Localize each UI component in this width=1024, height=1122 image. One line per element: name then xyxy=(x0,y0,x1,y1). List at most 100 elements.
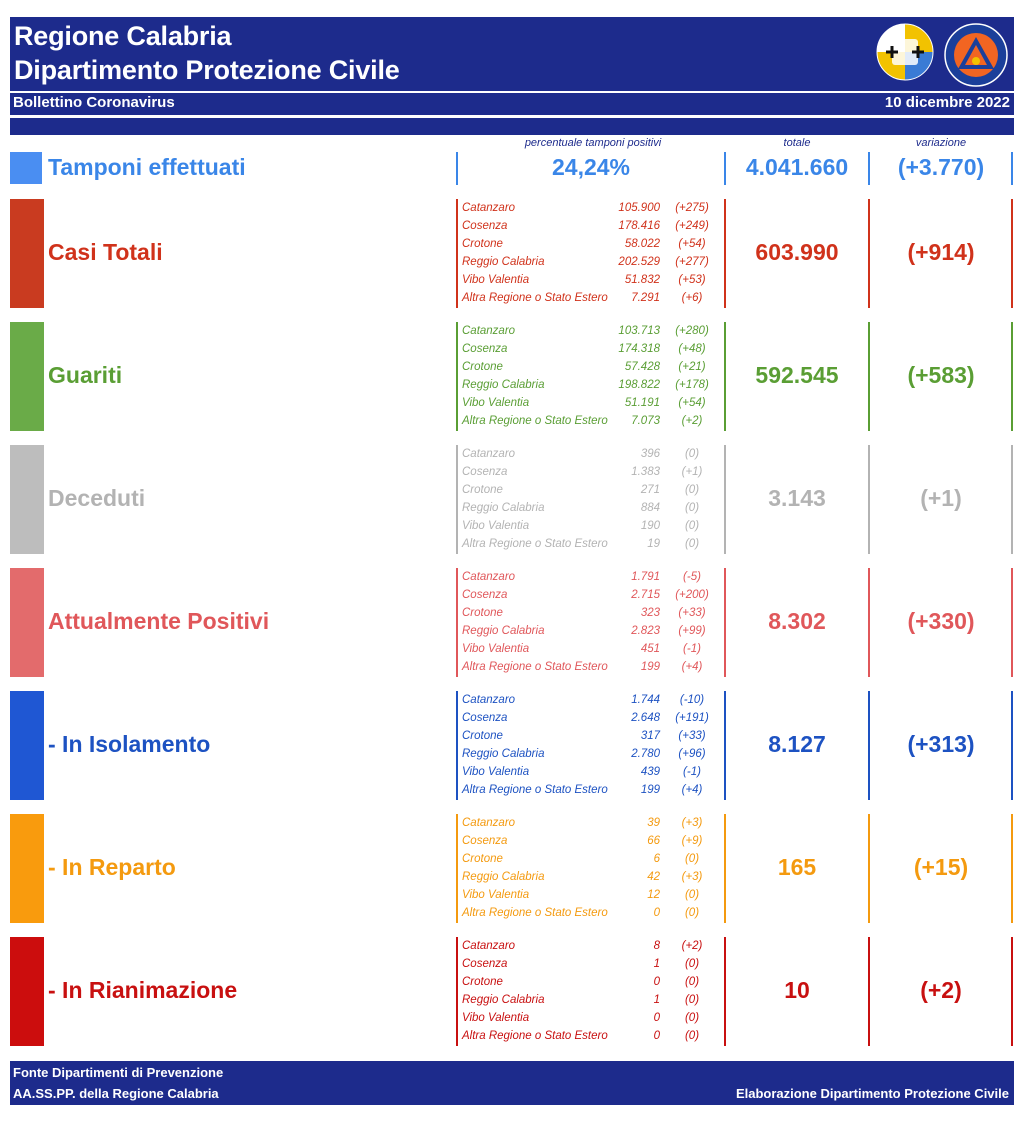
province-name: Reggio Calabria xyxy=(462,502,545,515)
bulletin-date: 10 dicembre 2022 xyxy=(884,94,1010,111)
province-name: Reggio Calabria xyxy=(462,871,545,884)
section-label: Deceduti xyxy=(48,485,146,511)
province-delta: (0) xyxy=(684,1012,700,1025)
province-row: Crotone 6 (0) xyxy=(462,852,724,870)
province-row: Vibo Valentia 12 (0) xyxy=(462,888,724,906)
province-row: Vibo Valentia 51.191 (+54) xyxy=(462,396,724,414)
header-banner: Regione Calabria Dipartimento Protezione… xyxy=(10,17,1014,115)
province-delta: (+21) xyxy=(678,361,706,374)
province-name: Catanzaro xyxy=(462,448,516,460)
section: Guariti Catanzaro 103.713 (+280) Cosenza 174.… xyxy=(0,322,1024,432)
province-name: Altra Regione o Stato Estero xyxy=(462,784,608,797)
protezione-civile-logo xyxy=(944,23,1008,87)
province-row: Cosenza 1.383 (+1) xyxy=(462,465,724,483)
section-divider xyxy=(456,199,458,308)
tamponi-divider xyxy=(868,152,870,185)
province-value: 317 xyxy=(640,730,660,743)
variation-column-heading: variazione xyxy=(915,137,967,149)
section-label: - In Rianimazione xyxy=(48,977,238,1003)
section-variation: (+313) xyxy=(907,731,975,757)
province-delta: (0) xyxy=(684,889,700,902)
province-breakdown: Catanzaro 1.791 (-5) Cosenza 2.715 (+200) Crot… xyxy=(462,570,724,679)
province-value: 8 xyxy=(653,940,660,952)
province-name: Crotone xyxy=(462,976,503,989)
province-delta: (0) xyxy=(684,994,700,1007)
province-row: Crotone 57.428 (+21) xyxy=(462,360,724,378)
province-delta: (+54) xyxy=(678,397,706,410)
section-variation: (+583) xyxy=(907,362,975,388)
province-breakdown: Catanzaro 8 (+2) Cosenza 1 (0) Crotone 0 (0) Regg… xyxy=(462,939,724,1048)
province-value: 199 xyxy=(640,661,660,674)
province-value: 199 xyxy=(640,784,660,797)
section: Casi Totali Catanzaro 105.900 (+275) Cosenza… xyxy=(0,199,1024,309)
province-value: 0 xyxy=(653,1030,660,1043)
province-name: Reggio Calabria xyxy=(462,625,545,638)
section-divider xyxy=(456,814,458,923)
province-row: Reggio Calabria 2.823 (+99) xyxy=(462,624,724,642)
province-name: Cosenza xyxy=(462,589,508,602)
section-total: 8.127 xyxy=(768,731,826,757)
province-row: Altra Regione o Stato Estero 7.073 (+2) xyxy=(462,414,724,432)
province-name: Altra Regione o Stato Estero xyxy=(462,415,608,428)
province-row: Catanzaro 8 (+2) xyxy=(462,939,724,957)
province-value: 439 xyxy=(640,766,660,779)
province-name: Reggio Calabria xyxy=(462,994,545,1007)
province-delta: (0) xyxy=(684,520,700,533)
province-delta: (+191) xyxy=(675,712,709,725)
region-title: Regione Calabria xyxy=(14,21,232,51)
province-name: Crotone xyxy=(462,853,503,866)
province-delta: (0) xyxy=(684,976,700,989)
province-delta: (+249) xyxy=(675,220,709,233)
section-divider xyxy=(1011,937,1013,1046)
province-delta: (+54) xyxy=(678,238,706,251)
province-name: Cosenza xyxy=(462,712,508,725)
tamponi-total: 4.041.660 xyxy=(745,154,849,180)
province-delta: (+178) xyxy=(675,379,709,392)
section-divider xyxy=(1011,814,1013,923)
section-color-square xyxy=(10,814,44,923)
total-column-heading: totale xyxy=(783,137,811,149)
province-row: Cosenza 2.715 (+200) xyxy=(462,588,724,606)
province-delta: (0) xyxy=(684,538,700,551)
province-value: 51.191 xyxy=(624,397,660,410)
section-color-square xyxy=(10,568,44,677)
province-row: Cosenza 2.648 (+191) xyxy=(462,711,724,729)
province-delta: (+6) xyxy=(681,292,703,305)
section-divider xyxy=(868,691,870,800)
subheader-bar: Bollettino Coronavirus 10 dicembre 2022 xyxy=(10,91,1014,115)
province-value: 202.529 xyxy=(618,256,660,269)
footer-source-line1: Fonte Dipartimenti di Prevenzione xyxy=(13,1065,224,1080)
section-color-square xyxy=(10,322,44,431)
province-value: 105.900 xyxy=(618,202,660,214)
section-divider xyxy=(456,937,458,1046)
province-delta: (+1) xyxy=(681,466,703,479)
section-total: 592.545 xyxy=(755,362,839,388)
province-row: Crotone 58.022 (+54) xyxy=(462,237,724,255)
section-label: Attualmente Positivi xyxy=(48,608,270,634)
footer-banner: Fonte Dipartimenti di Prevenzione AA.SS.… xyxy=(10,1061,1014,1105)
province-row: Altra Regione o Stato Estero 199 (+4) xyxy=(462,660,724,678)
province-row: Cosenza 174.318 (+48) xyxy=(462,342,724,360)
province-delta: (+200) xyxy=(675,589,709,602)
section-label: Guariti xyxy=(48,362,123,388)
province-delta: (0) xyxy=(684,958,700,971)
province-value: 2.715 xyxy=(631,589,660,602)
province-name: Altra Regione o Stato Estero xyxy=(462,661,608,674)
tamponi-divider xyxy=(724,152,726,185)
section-label: Casi Totali xyxy=(48,239,163,265)
section-variation: (+914) xyxy=(907,239,975,265)
section-total: 603.990 xyxy=(755,239,839,265)
province-delta: (+2) xyxy=(681,415,703,428)
province-delta: (0) xyxy=(684,1030,700,1043)
province-value: 884 xyxy=(640,502,660,515)
province-row: Catanzaro 39 (+3) xyxy=(462,816,724,834)
province-name: Altra Regione o Stato Estero xyxy=(462,538,608,551)
province-delta: (+4) xyxy=(681,784,703,797)
section-total: 3.143 xyxy=(768,485,826,511)
province-value: 1 xyxy=(653,958,660,971)
tamponi-color-square xyxy=(10,152,42,184)
province-value: 1.744 xyxy=(631,694,660,706)
tamponi-percent: 24,24% xyxy=(551,154,630,180)
province-row: Catanzaro 396 (0) xyxy=(462,447,724,465)
province-delta: (+99) xyxy=(678,625,706,638)
